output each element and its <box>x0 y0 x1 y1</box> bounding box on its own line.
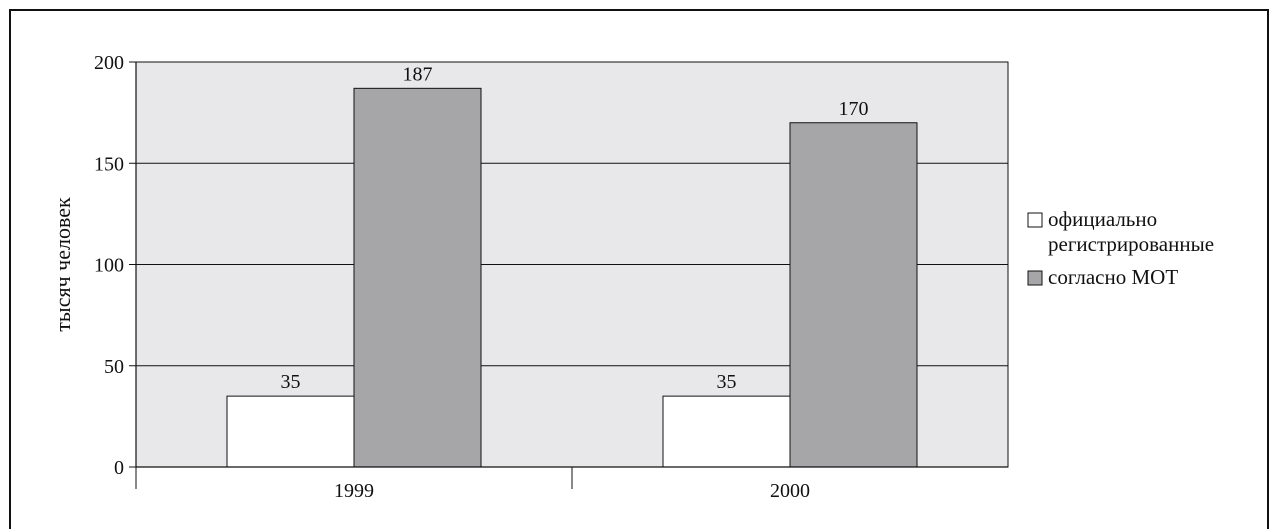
chart-frame <box>9 9 1269 529</box>
legend-label: регистрированные <box>1048 232 1214 256</box>
data-label: 170 <box>839 98 869 120</box>
y-tick-label: 50 <box>104 356 124 378</box>
y-tick-label: 150 <box>94 153 124 175</box>
x-tick-label: 1999 <box>334 480 374 502</box>
bar-2000-series-0 <box>662 395 791 468</box>
y-tick-label: 200 <box>94 52 124 74</box>
y-tick-label: 0 <box>114 457 124 479</box>
bar-2000-series-1 <box>789 122 918 468</box>
legend-label: согласно МОТ <box>1048 265 1178 289</box>
tick-labels: 0 50 100 150 200 1999 2000 <box>94 52 810 502</box>
y-tick-label: 100 <box>94 255 124 277</box>
data-label: 187 <box>403 63 433 85</box>
x-tick-label: 2000 <box>770 480 810 502</box>
bars <box>226 87 918 468</box>
bar-1999-series-1 <box>353 87 482 468</box>
legend-label: официально <box>1048 207 1157 231</box>
data-label: 35 <box>281 371 301 393</box>
legend-swatch-0 <box>1027 212 1043 228</box>
y-axis-label: тысяч человек <box>50 197 75 332</box>
bar-1999-series-0 <box>226 395 355 468</box>
legend-swatch-1 <box>1027 270 1043 286</box>
data-label: 35 <box>717 371 737 393</box>
data-labels: 35 187 35 170 <box>281 63 869 393</box>
axes <box>129 61 1008 489</box>
